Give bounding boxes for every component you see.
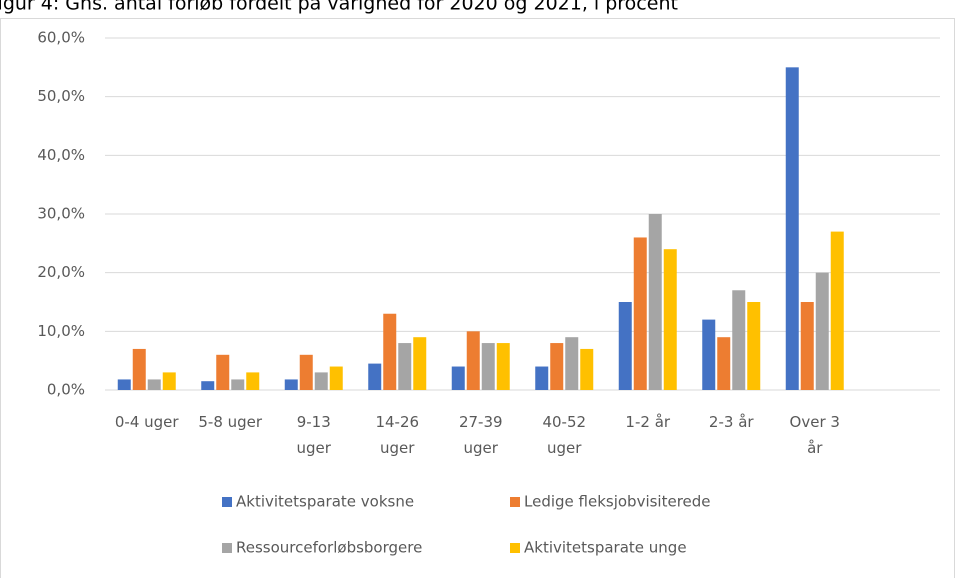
bar — [329, 366, 343, 390]
legend-label: Aktivitetsparate unge — [524, 539, 687, 557]
bar — [481, 343, 495, 390]
x-tick-label: 27-39 uger — [458, 413, 503, 457]
y-tick-label: 50,0% — [37, 87, 85, 105]
bar — [451, 366, 465, 390]
y-tick-label: 20,0% — [37, 263, 85, 281]
x-tick-label: 5-8 uger — [198, 413, 263, 431]
x-tick-label: 0-4 uger — [114, 413, 179, 431]
bar — [216, 354, 230, 390]
bar — [413, 337, 427, 390]
bar — [747, 302, 761, 390]
bar — [717, 337, 731, 390]
bar — [147, 379, 161, 390]
bar — [663, 249, 677, 390]
bar — [231, 379, 245, 390]
legend-label: Ledige fleksjobvisiterede — [524, 493, 711, 511]
chart-frame — [0, 18, 955, 578]
x-tick-label: 1-2 år — [625, 413, 671, 431]
bar — [246, 372, 260, 390]
bar — [565, 337, 579, 390]
bar — [618, 302, 632, 390]
y-tick-label: 10,0% — [37, 322, 85, 340]
bar — [702, 319, 716, 390]
bar — [648, 214, 662, 390]
x-tick-label: 2-3 år — [708, 413, 754, 431]
bar — [284, 379, 298, 390]
bar — [368, 363, 382, 390]
y-tick-label: 30,0% — [37, 205, 85, 223]
bar — [496, 343, 510, 390]
legend-label: Aktivitetsparate voksne — [236, 493, 414, 511]
bar — [815, 272, 829, 390]
bar — [550, 343, 564, 390]
legend-swatch — [222, 543, 232, 553]
x-tick-label: 9-13 uger — [296, 413, 331, 457]
bar — [466, 331, 480, 390]
bar — [830, 231, 844, 390]
y-tick-label: 60,0% — [37, 29, 85, 47]
bar — [398, 343, 412, 390]
legend-swatch — [510, 543, 520, 553]
legend-swatch — [222, 497, 232, 507]
y-tick-label: 0,0% — [47, 381, 85, 399]
x-tick-label: 40-52 uger — [542, 413, 587, 457]
x-tick-label: 14-26 uger — [375, 413, 420, 457]
bar — [299, 354, 313, 390]
bar — [785, 67, 799, 390]
bar — [633, 237, 647, 390]
bar — [800, 302, 814, 390]
bar — [314, 372, 328, 390]
bar — [117, 379, 131, 390]
legend-swatch — [510, 497, 520, 507]
x-tick-label: Over 3 år — [789, 413, 840, 457]
bar — [732, 290, 746, 390]
y-tick-label: 40,0% — [37, 146, 85, 164]
bar — [383, 313, 397, 390]
bar — [162, 372, 176, 390]
bar — [201, 381, 215, 390]
bar — [580, 348, 594, 390]
bar — [132, 348, 146, 390]
legend-label: Ressourceforløbsborgere — [236, 539, 422, 557]
chart-title: Figur 4: Gns. antal forløb fordelt på va… — [0, 0, 678, 15]
bar — [535, 366, 549, 390]
